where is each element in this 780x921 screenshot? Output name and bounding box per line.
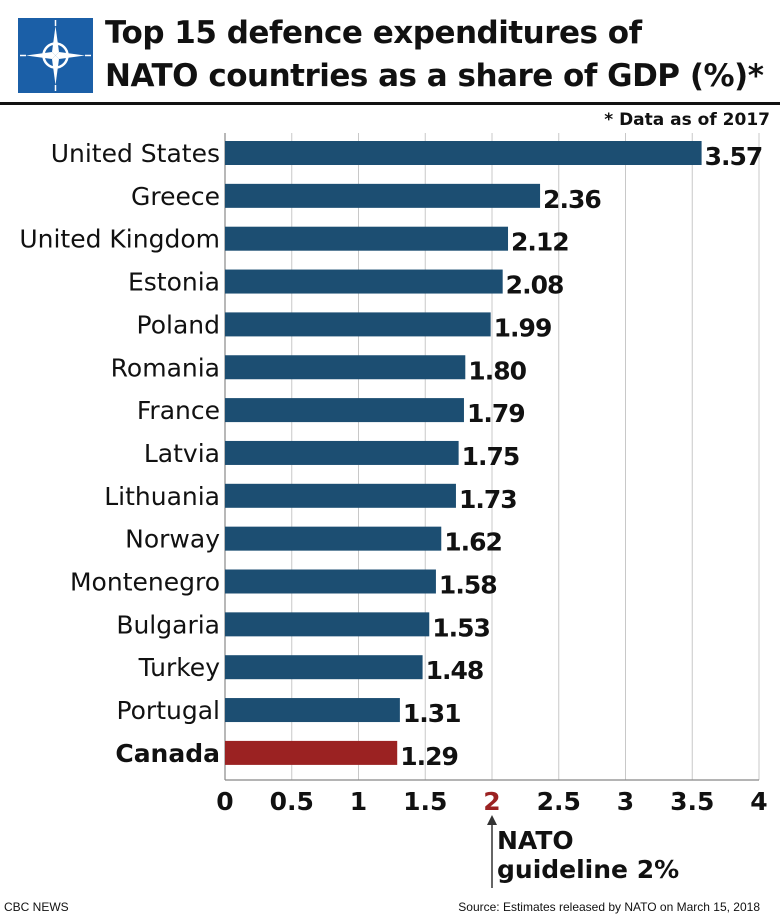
bar — [225, 312, 491, 337]
value-label: 1.62 — [444, 528, 502, 557]
category-label: Greece — [131, 182, 220, 211]
category-label: France — [137, 396, 220, 425]
guideline-arrow — [487, 815, 497, 825]
value-label: 3.57 — [705, 142, 763, 171]
bar — [225, 398, 464, 423]
x-tick-label: 1.5 — [403, 787, 447, 816]
x-tick-label: 2.5 — [537, 787, 581, 816]
value-label: 1.58 — [439, 571, 497, 600]
footer-source: Source: Estimates released by NATO on Ma… — [458, 900, 760, 914]
x-tick-label: 2 — [483, 787, 500, 816]
value-label: 1.73 — [459, 485, 517, 514]
bar — [225, 440, 459, 465]
chart-title: Top 15 defence expenditures of NATO coun… — [105, 12, 777, 98]
category-label: Estonia — [128, 268, 220, 297]
value-label: 1.53 — [432, 613, 490, 642]
value-label: 1.99 — [494, 313, 552, 342]
category-label: Latvia — [144, 439, 220, 468]
x-tick-label: 0 — [216, 787, 233, 816]
value-label: 1.48 — [426, 656, 484, 685]
category-label: Romania — [111, 353, 220, 382]
category-label: Bulgaria — [116, 610, 220, 639]
chart-title-line2: NATO countries as a share of GDP (%)* — [105, 58, 764, 94]
category-label: Turkey — [138, 653, 221, 682]
x-tick-label: 0.5 — [270, 787, 314, 816]
category-label: Canada — [115, 739, 220, 768]
category-label: Poland — [137, 310, 220, 339]
bar — [225, 141, 702, 165]
bar — [225, 655, 423, 680]
bar — [225, 226, 509, 251]
value-label: 1.80 — [468, 356, 526, 385]
value-label: 1.75 — [462, 442, 520, 471]
bar — [225, 740, 398, 765]
x-tick-label: 1 — [350, 787, 367, 816]
guideline-label-line1: NATO — [497, 826, 574, 855]
bar — [225, 183, 541, 208]
value-label: 1.79 — [467, 399, 525, 428]
data-note: * Data as of 2017 — [604, 110, 770, 130]
bar — [225, 483, 456, 508]
title-divider — [0, 102, 780, 105]
category-label: Portugal — [116, 696, 220, 725]
bar — [225, 569, 436, 594]
bar — [225, 269, 503, 294]
bar — [225, 698, 400, 723]
category-label: Norway — [125, 525, 220, 554]
bar — [225, 355, 466, 380]
chart-title-line1: Top 15 defence expenditures of — [105, 15, 642, 51]
value-label: 1.31 — [403, 699, 461, 728]
x-tick-label: 4 — [750, 787, 767, 816]
value-label: 1.29 — [400, 742, 458, 771]
value-label: 2.12 — [511, 228, 569, 257]
category-label: United Kingdom — [19, 225, 220, 254]
category-label: Montenegro — [70, 568, 220, 597]
bar — [225, 612, 430, 637]
bar — [225, 526, 442, 551]
value-label: 2.08 — [506, 271, 564, 300]
guideline-label: NATO guideline 2% — [497, 826, 679, 884]
category-label: United States — [51, 139, 220, 168]
guideline-label-line2: guideline 2% — [497, 855, 680, 884]
x-tick-label: 3.5 — [670, 787, 714, 816]
value-label: 2.36 — [543, 185, 601, 214]
x-tick-label: 3 — [617, 787, 634, 816]
footer-credit: CBC NEWS — [4, 900, 69, 914]
category-label: Lithuania — [104, 482, 220, 511]
nato-logo — [18, 18, 93, 93]
